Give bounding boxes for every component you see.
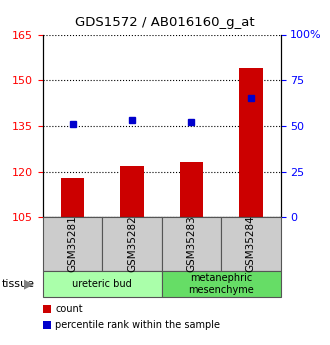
Bar	[61, 178, 84, 217]
Text: ureteric bud: ureteric bud	[72, 279, 132, 289]
Text: GSM35282: GSM35282	[127, 216, 137, 273]
Text: metanephric
mesenchyme: metanephric mesenchyme	[188, 273, 254, 295]
Text: GSM35283: GSM35283	[186, 216, 196, 273]
Text: GSM35281: GSM35281	[68, 216, 78, 273]
Text: count: count	[55, 304, 83, 314]
Text: GDS1572 / AB016160_g_at: GDS1572 / AB016160_g_at	[75, 16, 255, 29]
Text: percentile rank within the sample: percentile rank within the sample	[55, 321, 220, 330]
Text: GSM35284: GSM35284	[246, 216, 256, 273]
Text: ▶: ▶	[24, 277, 34, 290]
Bar	[180, 162, 203, 217]
Bar	[120, 166, 144, 217]
Text: tissue: tissue	[2, 279, 35, 289]
Bar	[239, 68, 263, 217]
